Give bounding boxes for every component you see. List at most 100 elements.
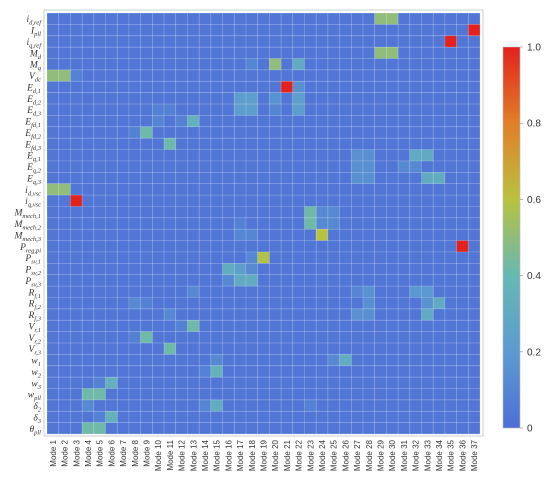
heatmap-cell [409, 126, 422, 139]
heatmap-cell [281, 81, 293, 93]
heatmap-cell [47, 388, 59, 400]
heatmap-cell [245, 126, 258, 139]
heatmap-cell [362, 320, 375, 332]
heatmap-cell [468, 104, 481, 116]
heatmap-cell [82, 126, 94, 139]
heatmap-cell [58, 58, 71, 70]
heatmap-cell [128, 365, 141, 378]
heatmap-cell [409, 104, 422, 116]
heatmap-cell [386, 183, 399, 196]
heatmap-cell [210, 138, 223, 150]
heatmap-cell [152, 388, 165, 400]
heatmap-cell [327, 47, 340, 59]
heatmap-cell [82, 217, 94, 230]
heatmap-cell [456, 297, 469, 309]
heatmap-cell [187, 58, 200, 70]
heatmap-cell [316, 104, 328, 116]
heatmap-cell [327, 13, 340, 25]
x-tick-label: Mode 22 [295, 439, 304, 471]
heatmap-cell [269, 47, 282, 59]
heatmap-cell [409, 320, 422, 332]
heatmap-cell [58, 354, 71, 366]
heatmap-cell [47, 172, 59, 184]
heatmap-cell [398, 217, 410, 230]
heatmap-cell [117, 149, 129, 161]
y-tick-label: Psv,2 [24, 266, 41, 278]
heatmap-cell [421, 308, 434, 321]
heatmap-cell [456, 354, 469, 366]
y-tick-label: Efd,3 [24, 140, 41, 152]
heatmap-cell [386, 411, 399, 423]
heatmap-cell [386, 263, 399, 275]
heatmap-cell [117, 126, 129, 139]
heatmap-cell [187, 388, 200, 400]
heatmap-cell [175, 399, 188, 412]
heatmap-cell [386, 240, 399, 252]
heatmap-cell [339, 377, 352, 389]
heatmap-cell [70, 286, 83, 298]
heatmap-cell [351, 217, 364, 230]
heatmap-cell [152, 92, 165, 105]
heatmap-cell [269, 160, 282, 173]
heatmap-cell [70, 320, 83, 332]
heatmap-cell [175, 35, 188, 48]
heatmap-cell [316, 195, 328, 207]
heatmap-cell [386, 195, 399, 207]
heatmap-cell [269, 104, 282, 116]
heatmap-cell [281, 195, 293, 207]
heatmap-cell [199, 365, 211, 378]
heatmap-cell [339, 286, 352, 298]
heatmap-cell [327, 126, 340, 139]
heatmap-cell [362, 69, 375, 82]
heatmap-cell [281, 365, 293, 378]
heatmap-cell [316, 138, 328, 150]
heatmap-cell [93, 172, 106, 184]
heatmap-cell [164, 331, 176, 344]
x-tick-label: Mode 24 [318, 439, 327, 471]
heatmap-cell [339, 115, 352, 127]
heatmap-cell [175, 104, 188, 116]
heatmap-cell [187, 126, 200, 139]
heatmap-cell [128, 138, 141, 150]
heatmap-cell [398, 69, 410, 82]
heatmap-cell [187, 377, 200, 389]
heatmap-cell [351, 308, 364, 321]
heatmap-cell [47, 422, 59, 435]
heatmap-cell [281, 286, 293, 298]
heatmap-cell [93, 251, 106, 264]
heatmap-cell [304, 365, 317, 378]
heatmap-cell [409, 377, 422, 389]
heatmap-cell [117, 217, 129, 230]
heatmap-cell [117, 195, 129, 207]
heatmap-cell [210, 263, 223, 275]
heatmap-cell [433, 13, 445, 25]
heatmap-cell [47, 160, 59, 173]
heatmap-cell [47, 92, 59, 105]
heatmap-cell [152, 377, 165, 389]
y-tick-label: Mmech,3 [13, 231, 41, 243]
heatmap-cell [70, 149, 83, 161]
heatmap-cell [339, 240, 352, 252]
heatmap-cell [199, 126, 211, 139]
heatmap-cell [398, 195, 410, 207]
heatmap-cell [245, 92, 258, 105]
heatmap-cell [93, 35, 106, 48]
heatmap-cell [58, 229, 71, 241]
heatmap-cell [164, 172, 176, 184]
heatmap-cell [456, 399, 469, 412]
heatmap-cell [257, 365, 270, 378]
heatmap-cell [105, 149, 118, 161]
y-tick-label: Psv,3 [24, 277, 41, 289]
x-tick-label: Mode 21 [283, 439, 292, 471]
heatmap-cell [234, 320, 246, 332]
heatmap-cell [117, 81, 129, 93]
heatmap-cell [327, 172, 340, 184]
heatmap-cell [327, 195, 340, 207]
heatmap-cell [292, 138, 305, 150]
heatmap-cell [117, 115, 129, 127]
heatmap-cell [257, 69, 270, 82]
heatmap-cell [234, 149, 246, 161]
heatmap-cell [187, 149, 200, 161]
heatmap-cell [128, 320, 141, 332]
heatmap-cell [82, 263, 94, 275]
